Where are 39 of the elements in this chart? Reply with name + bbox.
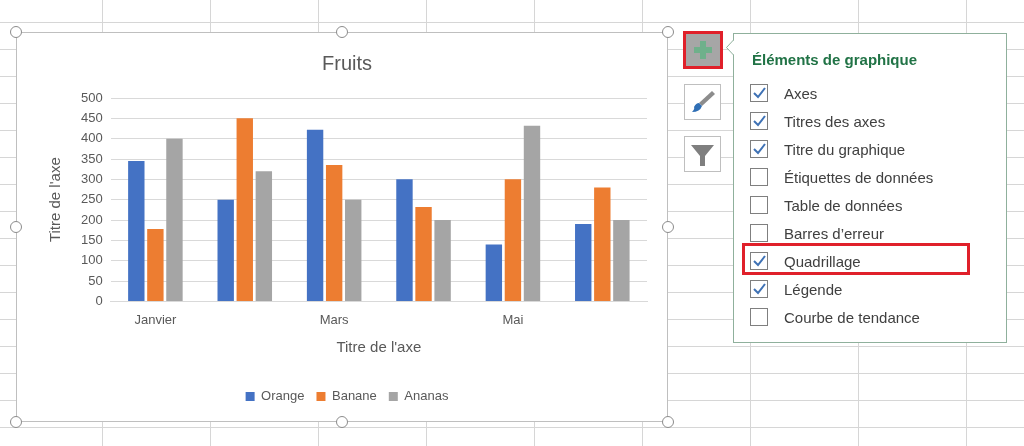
- y-tick-label: 250: [80, 191, 103, 207]
- bar: [575, 224, 592, 301]
- chart-title: Fruits: [322, 51, 372, 74]
- y-tick-label: 450: [80, 109, 103, 125]
- y-tick-label: 500: [80, 89, 103, 105]
- bar: [128, 161, 145, 301]
- bar: [434, 220, 451, 301]
- bar: [485, 244, 503, 301]
- legend-label: Orange: [261, 388, 305, 404]
- x-tick-label: Mars: [319, 311, 350, 327]
- y-tick-label: 400: [80, 130, 103, 146]
- bar: [523, 125, 541, 301]
- bar: [396, 179, 413, 301]
- y-tick-label: 0: [95, 292, 103, 308]
- x-tick-label: Mai: [502, 311, 524, 327]
- x-tick-label: Janvier: [134, 311, 177, 327]
- y-tick-label: 350: [80, 150, 103, 166]
- legend-label: Banane: [331, 388, 377, 404]
- bar: [147, 228, 164, 301]
- y-tick-label: 150: [80, 231, 103, 247]
- bar: [613, 220, 630, 301]
- bar: [166, 138, 183, 301]
- y-axis-title: Titre de l'axe: [46, 157, 64, 243]
- bar: [306, 129, 324, 301]
- bar: [504, 179, 522, 301]
- x-axis-title: Titre de l'axe: [336, 338, 422, 356]
- y-tick-label: 50: [88, 272, 103, 288]
- bar: [594, 187, 611, 301]
- y-tick-label: 200: [80, 211, 103, 227]
- y-tick-label: 300: [80, 170, 103, 186]
- bar: [236, 118, 253, 301]
- bar: [415, 207, 432, 301]
- bar: [217, 199, 234, 301]
- menu-panel: Éléments de graphique Axes Titres des axes Titre du graphique Étiquettes de données Table de données Barres d’erreur Quadrillage Légende Courbe de tendance: [733, 33, 1007, 343]
- legend-label: Ananas: [404, 388, 449, 404]
- y-tick-label: 100: [80, 252, 103, 268]
- bar: [255, 171, 273, 301]
- bar: [345, 199, 362, 301]
- bar: [325, 165, 343, 301]
